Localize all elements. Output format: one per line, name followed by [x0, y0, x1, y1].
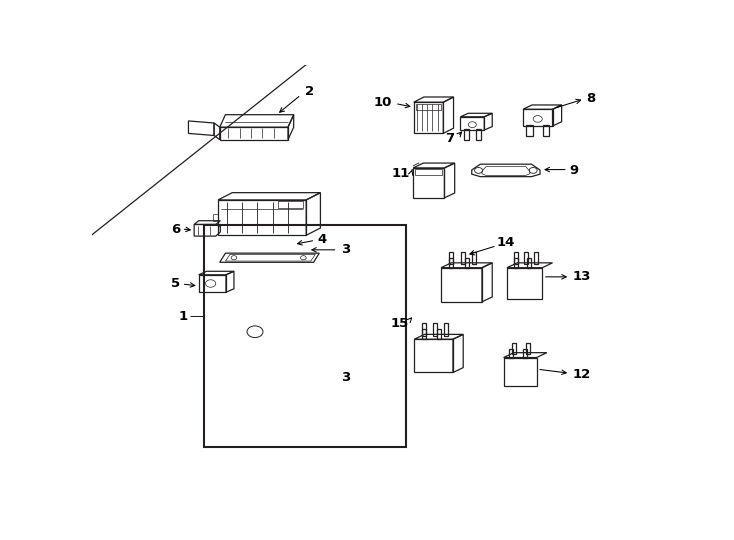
Bar: [413, 168, 445, 198]
Bar: [527, 258, 531, 268]
Bar: [449, 258, 454, 268]
Bar: [524, 252, 528, 264]
Bar: [465, 258, 469, 268]
Bar: [204, 225, 407, 447]
Bar: [515, 252, 518, 264]
Bar: [504, 357, 537, 386]
Text: 6: 6: [171, 222, 180, 235]
Bar: [514, 258, 517, 268]
Bar: [543, 125, 549, 136]
Bar: [415, 169, 442, 174]
Bar: [437, 329, 440, 339]
Bar: [449, 252, 454, 264]
Text: 4: 4: [318, 233, 327, 246]
Text: 3: 3: [341, 372, 350, 384]
Bar: [507, 268, 542, 299]
Bar: [433, 323, 437, 336]
Bar: [199, 275, 226, 292]
Text: 2: 2: [305, 85, 314, 98]
Bar: [523, 349, 527, 357]
Bar: [218, 200, 306, 235]
Text: 10: 10: [374, 96, 392, 109]
Bar: [526, 125, 533, 136]
Bar: [534, 252, 538, 264]
Bar: [414, 339, 453, 373]
Bar: [441, 268, 482, 302]
Text: 15: 15: [391, 317, 409, 330]
Text: 5: 5: [171, 278, 180, 291]
Bar: [526, 343, 531, 354]
Bar: [277, 201, 303, 208]
Text: 12: 12: [573, 368, 591, 381]
Bar: [523, 109, 553, 126]
Bar: [509, 349, 513, 357]
Text: 7: 7: [446, 132, 454, 145]
Bar: [416, 104, 441, 110]
Bar: [460, 117, 484, 130]
Text: 8: 8: [586, 92, 596, 105]
Bar: [414, 102, 443, 133]
Text: 13: 13: [573, 271, 591, 284]
Text: 3: 3: [341, 244, 350, 256]
Bar: [444, 323, 448, 336]
Text: 9: 9: [570, 164, 578, 177]
Bar: [422, 323, 426, 336]
Bar: [464, 129, 469, 140]
Bar: [512, 343, 516, 354]
Text: 11: 11: [391, 167, 410, 180]
Bar: [422, 329, 426, 339]
Bar: [461, 252, 465, 264]
Bar: [473, 252, 476, 264]
Text: 1: 1: [178, 310, 187, 323]
Text: 14: 14: [497, 237, 515, 249]
Bar: [476, 129, 481, 140]
